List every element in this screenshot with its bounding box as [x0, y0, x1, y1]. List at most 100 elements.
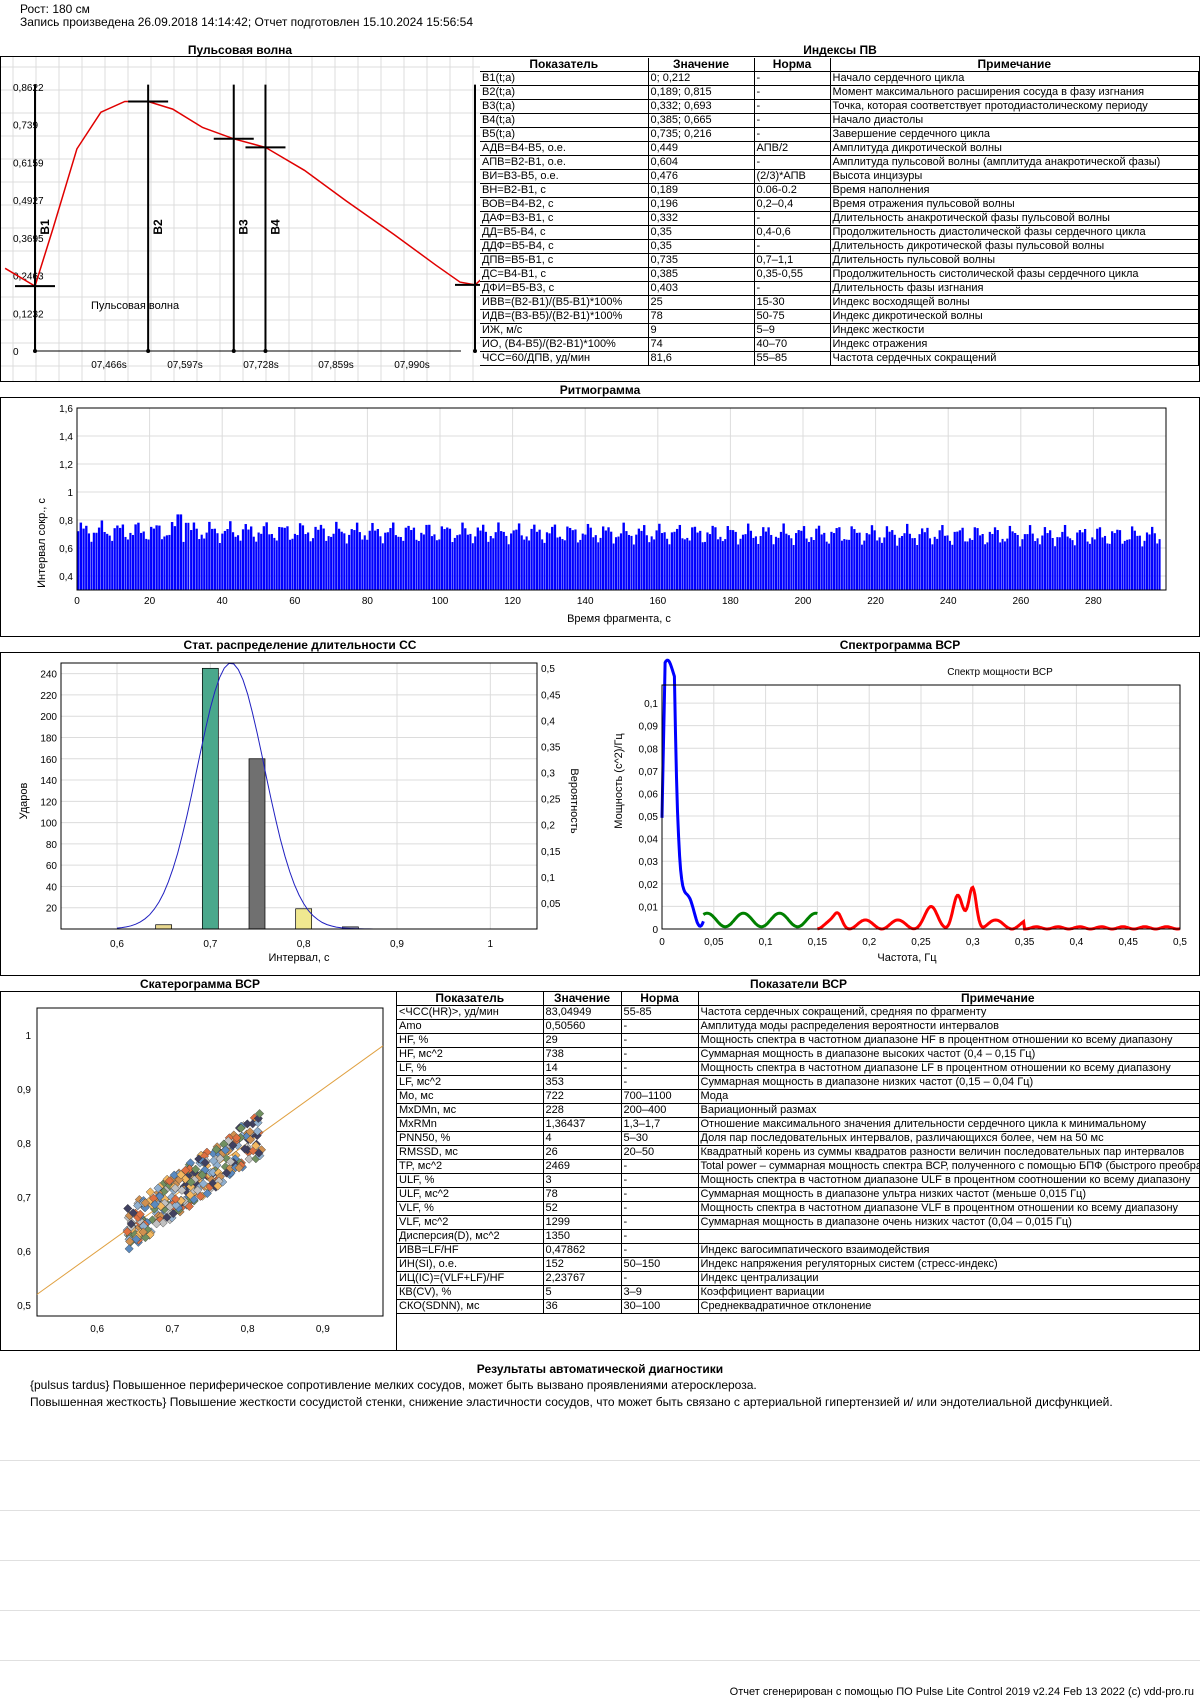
rg-bar — [1111, 531, 1114, 590]
pw-y-tick: 0,8622 — [13, 83, 44, 94]
rg-bar — [1106, 543, 1109, 590]
hrv-indices-panel: Показатель Значение Норма Примечание <ЧС… — [397, 991, 1200, 1351]
pw-indices-row: ДС=B4-B1, с 0,385 0,35-0,55 Продолжительнос… — [480, 267, 1199, 282]
sp-y-tick: 0,02 — [639, 880, 659, 891]
rg-bar — [520, 535, 523, 590]
rg-bar — [828, 543, 830, 590]
sc-point — [233, 1140, 243, 1150]
rg-bar — [584, 534, 587, 590]
rg-bar — [515, 529, 518, 590]
rg-bar — [1069, 538, 1072, 590]
pw-indices-cell: B5(t;a) — [480, 127, 649, 142]
rg-bar — [614, 537, 618, 590]
pw-indices-cell: 0,735; 0,216 — [647, 127, 755, 142]
hrv-indices-cell — [697, 1229, 1199, 1244]
sc-point — [169, 1170, 179, 1180]
hrv-indices-cell: СКО(SDNN), мс — [397, 1299, 544, 1314]
pw-indices-cell: Индекс отражения — [829, 337, 1199, 352]
rg-bar — [446, 527, 449, 590]
rg-bar — [260, 533, 263, 590]
hrv-indices-cell: 0,50560 — [542, 1019, 622, 1034]
rg-bar — [622, 522, 625, 590]
rg-bar — [787, 535, 790, 590]
dist-x-tick: 0,9 — [390, 939, 404, 950]
hrv-indices-cell: Среднеквадратичное отклонение — [697, 1299, 1199, 1314]
rg-bar — [885, 526, 889, 590]
rg-bar — [152, 528, 156, 590]
hrv-indices-row: VLF, мс^2 1299- Суммарная мощность в диапа… — [397, 1215, 1199, 1230]
hrv-indices-cell: Суммарная мощность в диапазоне ультра ни… — [697, 1187, 1199, 1202]
pw-indices-cell: - — [753, 71, 831, 86]
pw-indices-cell: 15-30 — [753, 295, 831, 310]
pw-indices-cell: ВОВ=B4-B2, с — [480, 197, 649, 212]
hrv-indices-cell: - — [620, 1019, 699, 1034]
sp-y-tick: 0 — [652, 925, 658, 936]
rg-bar — [108, 535, 111, 590]
rg-bar — [896, 545, 899, 590]
hrv-indices-cell: ИВВ=LF/HF — [397, 1243, 544, 1258]
hrv-indices-row: HF, % 29- Мощность спектра в частотном диа… — [397, 1033, 1199, 1048]
hrv-indices-cell: 3 — [542, 1173, 622, 1188]
rg-bar — [704, 541, 706, 590]
rg-bar — [131, 534, 135, 590]
rg-bar — [525, 536, 528, 590]
pw-indices-cell: 0; 0,212 — [647, 71, 755, 86]
pw-indices-cell: АДВ=B4-B5, о.е. — [480, 141, 649, 156]
dist-y-tick-right: 0,3 — [541, 769, 555, 780]
hrv-indices-row: <ЧСС(HR)>, уд/мин 83,04949 55-85 Частота се… — [397, 1005, 1199, 1020]
rg-x-tick: 60 — [289, 596, 301, 607]
rg-bar — [103, 531, 106, 590]
sc-x-tick: 0,9 — [316, 1324, 330, 1335]
rg-bar — [250, 526, 253, 590]
rg-bar — [381, 543, 384, 590]
hrv-indices-row: MxDMn, мс 228 200–400 Вариационный размах — [397, 1103, 1199, 1118]
rg-bar — [170, 522, 174, 590]
rg-bar — [1071, 540, 1074, 590]
rg-bar — [1028, 525, 1032, 590]
rg-bar — [779, 531, 783, 590]
hrv-indices-row: TP, мс^2 2469- Total power – суммарная мощ… — [397, 1159, 1199, 1174]
sp-y-tick: 0,01 — [639, 902, 659, 913]
rg-x-tick: 180 — [722, 596, 739, 607]
pw-indices-cell: B2(t;a) — [480, 85, 649, 100]
rg-bar — [150, 526, 153, 590]
sp-x-tick: 0 — [659, 937, 665, 948]
hrv-indices-cell: MxDMn, мс — [397, 1103, 544, 1118]
rg-bar — [350, 529, 353, 590]
rg-bar — [241, 529, 245, 590]
pw-marker-dot — [33, 349, 37, 353]
rg-bar — [1073, 545, 1076, 590]
rg-bar — [571, 530, 574, 590]
sp-x-tick: 0,5 — [1173, 937, 1187, 948]
hrv-indices-cell: RMSSD, мс — [397, 1145, 544, 1160]
pw-marker-label: B2 — [151, 219, 165, 235]
pw-indices-cell: B3(t;a) — [480, 99, 649, 114]
rg-bar — [155, 525, 158, 590]
rg-bar — [737, 544, 740, 590]
sc-point — [236, 1123, 246, 1133]
pw-indices-cell: 0,604 — [647, 155, 755, 170]
rg-bar — [597, 542, 600, 590]
pw-indices-cell: Время отражения пульсовой волны — [829, 197, 1199, 212]
pw-indices-row: B4(t;a) 0,385; 0,665- Начало диастолы — [480, 113, 1199, 128]
sp-y-tick: 0,1 — [644, 699, 658, 710]
pw-y-tick: 0,1232 — [13, 309, 44, 320]
rg-bar — [1063, 524, 1067, 590]
pw-indices-cell: B1(t;a) — [480, 71, 649, 86]
rg-bar — [95, 532, 98, 590]
rg-bar — [255, 541, 258, 590]
sc-y-tick: 0,9 — [17, 1085, 31, 1096]
rg-bar — [658, 523, 661, 590]
rg-bar — [681, 538, 684, 590]
rg-bar — [1091, 537, 1094, 590]
rg-bar — [843, 539, 846, 590]
sc-point — [197, 1170, 207, 1180]
pw-col-indicator: Показатель — [480, 58, 648, 72]
pw-indices-cell: ИДВ=(B3-B5)/(B2-B1)*100% — [480, 309, 649, 324]
rg-bar — [1138, 535, 1141, 590]
rg-bar — [121, 524, 125, 590]
pw-indices-cell: 0,332; 0,693 — [647, 99, 755, 114]
hrv-indices-cell: 722 — [542, 1089, 622, 1104]
sc-point — [153, 1183, 163, 1193]
rg-bar — [716, 539, 719, 590]
